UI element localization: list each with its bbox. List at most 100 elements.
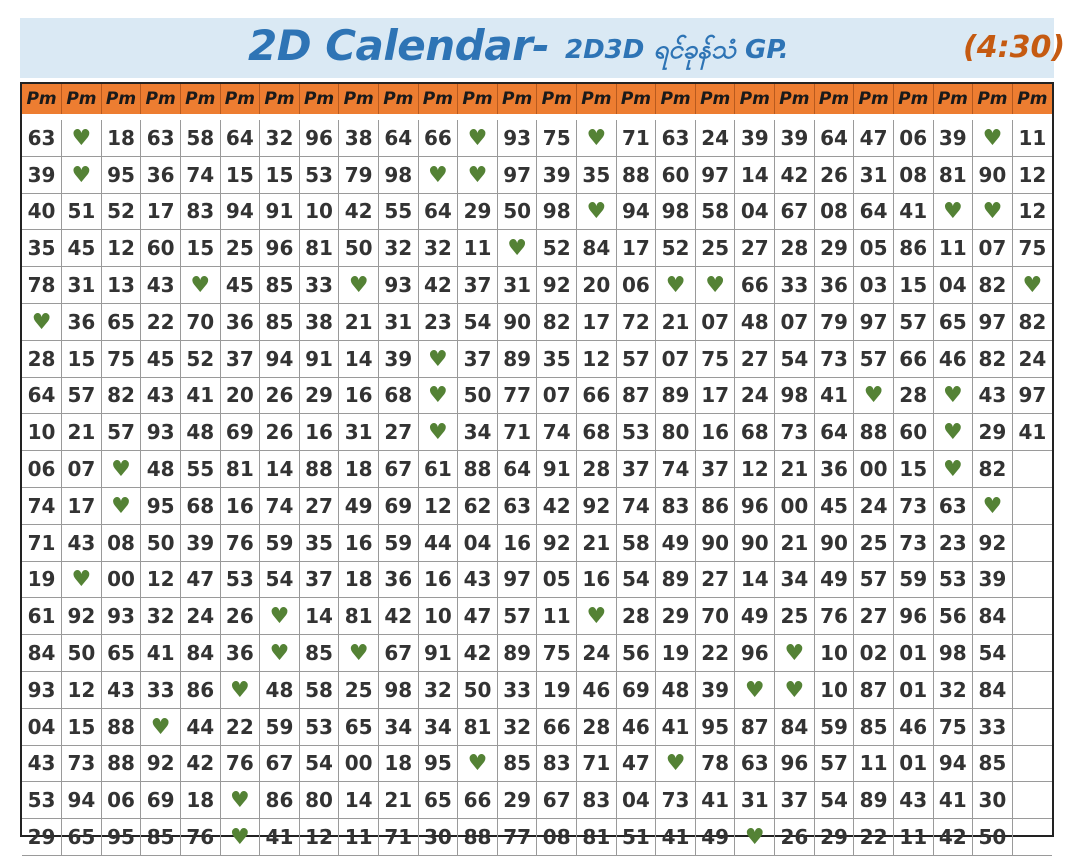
heart-icon: ♥ — [428, 346, 448, 372]
number-cell: 68 — [734, 413, 776, 452]
number-cell: 11 — [933, 229, 974, 268]
column-header-pm: Pm — [338, 84, 379, 114]
number-cell: 21 — [576, 524, 617, 562]
number-cell: 27 — [734, 340, 776, 378]
number-cell — [1012, 781, 1052, 820]
number-cell: 81 — [220, 450, 261, 488]
number-cell: 57 — [853, 340, 894, 378]
number-cell: 35 — [22, 229, 63, 268]
number-cell: 66 — [734, 266, 776, 304]
number-cell: 29 — [814, 229, 855, 268]
number-cell: 78 — [22, 266, 63, 304]
number-cell: 11 — [853, 745, 894, 783]
number-cell: 57 — [893, 303, 934, 341]
heart-icon: ♥ — [942, 457, 963, 483]
number-cell: 98 — [655, 193, 696, 231]
heart-icon: ♥ — [586, 199, 607, 225]
heart-cell: ♥ — [933, 377, 974, 415]
number-cell: 31 — [338, 413, 379, 452]
heart-cell: ♥ — [497, 229, 538, 268]
number-cell: 97 — [1012, 377, 1052, 415]
number-cell: 93 — [101, 597, 142, 636]
number-cell: 34 — [418, 708, 459, 746]
number-cell: 07 — [536, 377, 578, 415]
number-cell: 22 — [853, 818, 894, 856]
number-cell: 21 — [338, 303, 379, 341]
number-cell: 32 — [933, 671, 974, 709]
number-cell: 45 — [814, 487, 855, 525]
number-cell — [1012, 561, 1052, 599]
heart-icon: ♥ — [467, 125, 488, 151]
number-cell: 82 — [536, 303, 578, 341]
number-cell: 30 — [972, 781, 1013, 820]
number-cell: 73 — [893, 524, 934, 562]
number-cell: 74 — [536, 413, 578, 452]
number-cell: 29 — [457, 193, 498, 231]
number-cell: 95 — [101, 818, 142, 856]
number-cell: 94 — [61, 781, 102, 820]
number-cell: 14 — [338, 340, 379, 378]
number-cell: 08 — [101, 524, 142, 562]
table-row: 84 50 65 41 84 36 ♥ 85 ♥ 67 91 42 89 75 24 56 19 22 96 ♥ 10 0… — [22, 634, 1052, 672]
number-cell: 14 — [259, 450, 300, 488]
number-cell: 24 — [576, 634, 617, 672]
number-cell: 53 — [299, 156, 340, 194]
heart-icon: ♥ — [982, 125, 1003, 151]
number-cell: 73 — [893, 487, 934, 525]
number-cell: 87 — [616, 377, 657, 415]
number-cell: 16 — [299, 413, 340, 452]
number-cell: 18 — [338, 450, 379, 488]
heart-cell: ♥ — [61, 561, 102, 599]
number-cell: 32 — [497, 708, 538, 746]
number-cell — [1012, 450, 1052, 488]
number-cell: 43 — [22, 745, 63, 783]
number-cell: 31 — [378, 303, 419, 341]
column-header-pm: Pm — [457, 84, 498, 114]
number-cell: 27 — [299, 487, 340, 525]
number-cell: 08 — [814, 193, 855, 231]
heart-cell: ♥ — [101, 450, 142, 488]
number-cell: 22 — [695, 634, 736, 672]
number-cell: 31 — [734, 781, 776, 820]
number-cell: 41 — [695, 781, 736, 820]
number-cell: 41 — [655, 818, 696, 856]
number-cell: 58 — [299, 671, 340, 709]
number-cell: 14 — [734, 561, 776, 599]
number-cell: 49 — [734, 597, 776, 636]
number-cell: 41 — [814, 377, 855, 415]
number-cell: 18 — [378, 745, 419, 783]
number-cell: 54 — [259, 561, 300, 599]
number-cell: 84 — [774, 708, 815, 746]
number-cell: 12 — [1012, 156, 1052, 194]
number-cell: 62 — [457, 487, 498, 525]
number-cell: 60 — [893, 413, 934, 452]
table-row: 28 15 75 45 52 37 94 91 14 39 ♥ 37 89 35 12 57 07 75 27 54 7… — [22, 340, 1052, 378]
number-cell: 25 — [853, 524, 894, 562]
heart-icon: ♥ — [665, 751, 686, 777]
number-cell: 42 — [378, 597, 419, 636]
number-cell: 43 — [140, 377, 181, 415]
number-cell: 39 — [378, 340, 419, 378]
table-row: 43 73 88 92 42 76 67 54 00 18 95 ♥ 85 83 71 47 ♥ 78 63 96 57… — [22, 745, 1052, 783]
column-header-pm: Pm — [61, 84, 102, 114]
number-cell: 56 — [933, 597, 974, 636]
number-cell: 28 — [576, 450, 617, 488]
number-cell: 29 — [655, 597, 696, 636]
number-cell: 64 — [497, 450, 538, 488]
heart-icon: ♥ — [744, 825, 765, 851]
number-cell: 24 — [695, 120, 736, 157]
number-cell: 57 — [616, 340, 657, 378]
heart-cell: ♥ — [972, 193, 1013, 231]
number-cell: 83 — [180, 193, 221, 231]
number-cell: 98 — [774, 377, 815, 415]
number-cell: 96 — [299, 120, 340, 157]
number-cell: 28 — [576, 708, 617, 746]
number-cell: 28 — [774, 229, 815, 268]
number-cell: 52 — [180, 340, 221, 378]
number-cell: 54 — [972, 634, 1013, 672]
number-cell: 28 — [22, 340, 63, 378]
number-cell: 08 — [893, 156, 934, 194]
heart-icon: ♥ — [111, 493, 131, 519]
heart-cell: ♥ — [774, 634, 815, 672]
column-header-pm: Pm — [734, 84, 776, 114]
